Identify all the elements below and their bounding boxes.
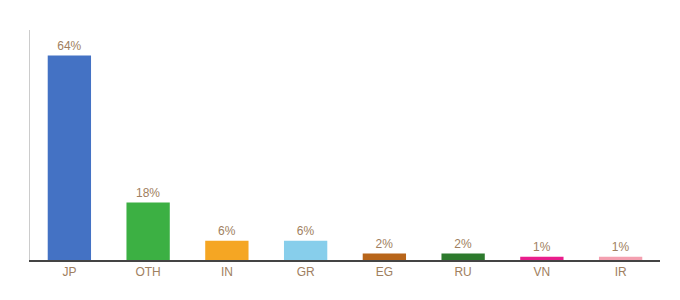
svg-text:IN: IN <box>221 265 233 279</box>
svg-text:IR: IR <box>615 265 627 279</box>
svg-text:JP: JP <box>62 265 76 279</box>
svg-text:VN: VN <box>534 265 551 279</box>
svg-text:1%: 1% <box>533 240 551 254</box>
svg-text:2%: 2% <box>454 237 472 251</box>
svg-text:1%: 1% <box>612 240 630 254</box>
svg-text:64%: 64% <box>57 39 81 53</box>
svg-text:6%: 6% <box>297 224 315 238</box>
svg-text:18%: 18% <box>136 186 160 200</box>
svg-text:GR: GR <box>297 265 315 279</box>
svg-text:EG: EG <box>376 265 393 279</box>
svg-text:2%: 2% <box>376 237 394 251</box>
svg-text:6%: 6% <box>218 224 236 238</box>
svg-text:RU: RU <box>454 265 471 279</box>
svg-text:OTH: OTH <box>135 265 160 279</box>
